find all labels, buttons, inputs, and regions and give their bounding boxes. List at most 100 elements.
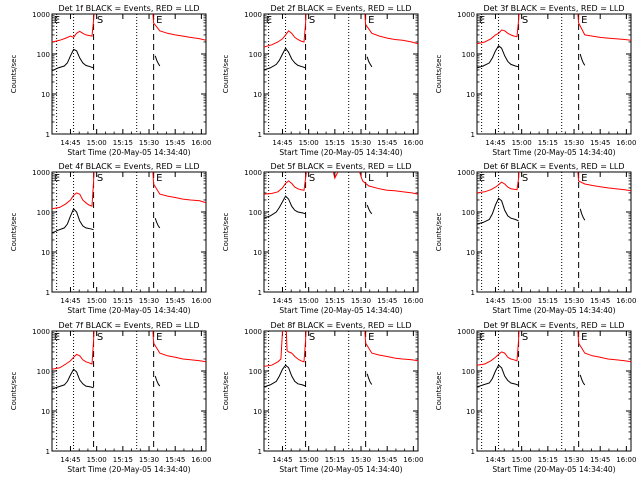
x-tick-label: 15:45 xyxy=(165,456,185,464)
x-tick-label: 15:15 xyxy=(325,456,345,464)
x-tick-label: 15:30 xyxy=(351,456,371,464)
x-tick-label: 16:00 xyxy=(191,456,211,464)
x-tick-label: 16:00 xyxy=(191,139,211,147)
x-tick-label: 16:00 xyxy=(403,139,423,147)
lld-series-line xyxy=(264,172,307,195)
x-tick-label: 15:15 xyxy=(113,297,133,305)
y-tick-label: 1000 xyxy=(32,328,50,336)
events-series-line xyxy=(477,45,519,69)
lld-series-line xyxy=(264,331,283,367)
chart-title: Det 9f BLACK = Events, RED = LLD xyxy=(483,321,624,330)
y-tick-label: 10 xyxy=(466,249,475,257)
y-tick-label: 1000 xyxy=(32,169,50,177)
y-tick-label: 100 xyxy=(249,51,262,59)
x-tick-label: 15:15 xyxy=(538,139,558,147)
event-marker-label: E xyxy=(581,332,587,343)
events-series-line xyxy=(579,208,586,221)
lld-series-line xyxy=(577,172,631,192)
lld-series-line xyxy=(52,14,95,43)
x-tick-label: 15:00 xyxy=(87,456,107,464)
x-tick-label: 15:45 xyxy=(590,139,610,147)
plot-frame xyxy=(51,330,207,452)
y-axis-label: Counts/sec xyxy=(222,213,230,252)
y-tick-label: 100 xyxy=(249,368,262,376)
event-marker-label: E xyxy=(368,15,374,26)
events-series-line xyxy=(52,207,94,234)
y-tick-label: 1000 xyxy=(457,169,475,177)
lld-series-line xyxy=(577,14,631,41)
x-tick-label: 15:45 xyxy=(377,456,397,464)
x-tick-label: 14:45 xyxy=(485,297,505,305)
x-axis-label: Start Time (20-May-05 14:34:40) xyxy=(492,465,615,474)
y-axis-label: Counts/sec xyxy=(435,55,443,94)
event-marker-label: S xyxy=(522,173,528,184)
y-axis-label: Counts/sec xyxy=(10,213,18,252)
events-series-line xyxy=(579,53,586,66)
x-axis-label: Start Time (20-May-05 14:34:40) xyxy=(67,306,190,315)
lld-series-line xyxy=(477,172,520,194)
x-tick-label: 16:00 xyxy=(191,297,211,305)
events-series-line xyxy=(579,374,586,386)
y-axis-label: Counts/sec xyxy=(222,55,230,94)
x-tick-label: 15:45 xyxy=(165,297,185,305)
y-tick-label: 1 xyxy=(471,448,475,456)
chart-panel: Det 3f BLACK = Events, RED = LLD Counts/s… xyxy=(435,4,636,157)
y-tick-label: 1 xyxy=(46,131,50,139)
event-marker-label: E xyxy=(479,173,485,184)
event-marker-label: E xyxy=(54,332,60,343)
x-tick-label: 16:00 xyxy=(403,456,423,464)
y-tick-label: 1000 xyxy=(457,11,475,19)
x-tick-label: 15:15 xyxy=(538,297,558,305)
y-tick-label: 1 xyxy=(258,131,262,139)
events-series-line xyxy=(264,195,306,219)
y-axis-label: Counts/sec xyxy=(222,372,230,411)
y-tick-label: 100 xyxy=(249,209,262,217)
events-series-line xyxy=(154,375,161,387)
x-tick-label: 14:45 xyxy=(272,139,292,147)
chart-title: Det 2f BLACK = Events, RED = LLD xyxy=(270,4,411,13)
lld-series-line xyxy=(152,331,206,363)
events-series-line xyxy=(477,364,519,388)
x-tick-label: 14:45 xyxy=(485,139,505,147)
plot-frame xyxy=(476,13,632,135)
x-tick-label: 15:15 xyxy=(325,139,345,147)
event-marker-label: S xyxy=(97,332,103,343)
x-tick-label: 15:15 xyxy=(538,456,558,464)
x-tick-label: 15:30 xyxy=(139,456,159,464)
y-tick-label: 100 xyxy=(462,209,475,217)
x-axis-label: Start Time (20-May-05 14:34:40) xyxy=(67,148,190,157)
chart-panel: Det 9f BLACK = Events, RED = LLD Counts/s… xyxy=(435,321,636,474)
x-tick-label: 15:00 xyxy=(512,297,532,305)
x-tick-label: 14:45 xyxy=(485,456,505,464)
y-tick-label: 10 xyxy=(466,91,475,99)
event-marker-label: S xyxy=(97,15,103,26)
lld-series-line xyxy=(477,331,520,366)
chart-title: Det 7f BLACK = Events, RED = LLD xyxy=(58,321,199,330)
plot-frame xyxy=(263,13,419,135)
chart-title: Det 8f BLACK = Events, RED = LLD xyxy=(270,321,411,330)
y-tick-label: 100 xyxy=(37,368,50,376)
y-tick-label: 100 xyxy=(462,51,475,59)
lld-series-line xyxy=(364,14,418,45)
lld-series-line xyxy=(577,331,631,363)
x-tick-label: 15:45 xyxy=(377,297,397,305)
event-marker-label: E xyxy=(581,173,587,184)
y-tick-label: 1 xyxy=(471,289,475,297)
y-tick-label: 1000 xyxy=(244,328,262,336)
y-tick-label: 1 xyxy=(258,289,262,297)
y-tick-label: 10 xyxy=(41,91,50,99)
x-tick-label: 14:45 xyxy=(60,139,80,147)
y-tick-label: 10 xyxy=(466,408,475,416)
x-axis-label: Start Time (20-May-05 14:34:40) xyxy=(492,306,615,315)
x-tick-label: 15:00 xyxy=(299,297,319,305)
chart-panel: Det 4f BLACK = Events, RED = LLD Counts/s… xyxy=(10,162,211,315)
y-tick-label: 100 xyxy=(37,51,50,59)
event-marker-label: E xyxy=(156,15,162,26)
x-axis-label: Start Time (20-May-05 14:34:40) xyxy=(492,148,615,157)
lld-series-line xyxy=(364,331,418,362)
plot-frame xyxy=(263,330,419,452)
event-marker-label: S xyxy=(309,332,315,343)
chart-title: Det 1f BLACK = Events, RED = LLD xyxy=(58,4,199,13)
lld-series-line xyxy=(52,331,95,370)
